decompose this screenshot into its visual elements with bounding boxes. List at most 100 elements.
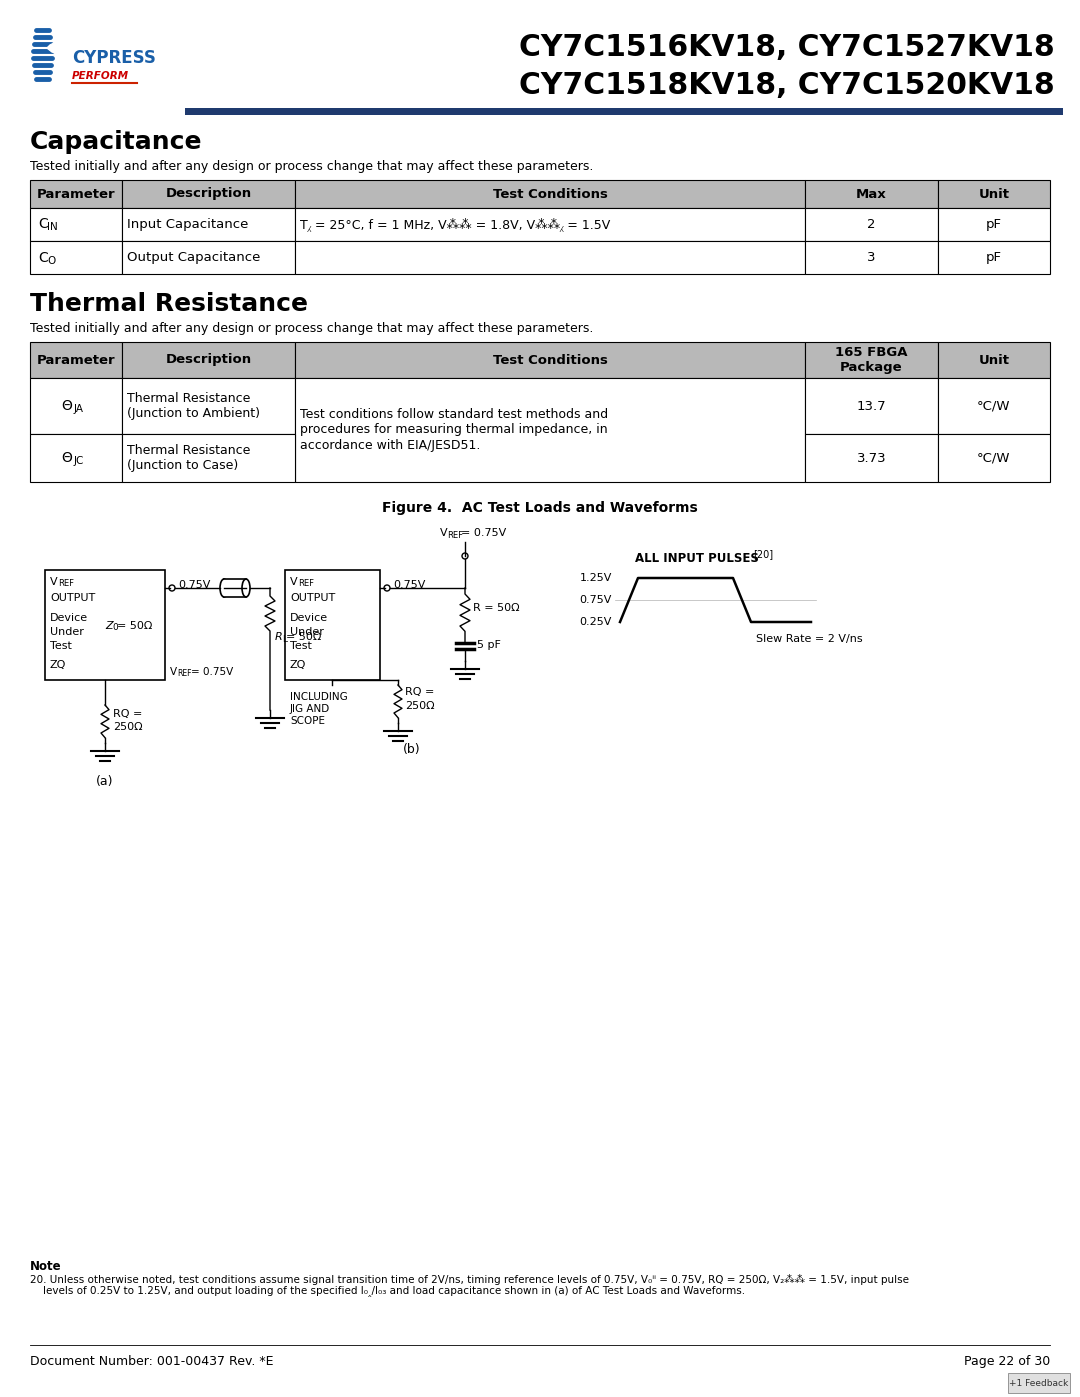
Text: 250Ω: 250Ω	[113, 722, 143, 732]
Bar	[806, 434, 937, 482]
Text: 0.75V: 0.75V	[178, 580, 211, 590]
Text: 0.25V: 0.25V	[580, 617, 612, 627]
Bar	[1008, 1373, 1070, 1393]
Bar	[937, 242, 1050, 274]
Text: R = 50Ω: R = 50Ω	[473, 604, 519, 613]
Text: ALL INPUT PULSES: ALL INPUT PULSES	[635, 552, 759, 564]
Text: Θ: Θ	[62, 451, 72, 465]
Text: ZQ: ZQ	[50, 659, 66, 671]
Text: pF: pF	[986, 218, 1002, 231]
Bar	[122, 342, 295, 379]
Text: Description: Description	[165, 187, 252, 201]
Text: Page 22 of 30: Page 22 of 30	[963, 1355, 1050, 1368]
Bar	[806, 242, 937, 274]
Text: (a): (a)	[96, 775, 113, 788]
Bar	[937, 434, 1050, 482]
Text: Test: Test	[50, 641, 72, 651]
Text: 3.73: 3.73	[856, 451, 887, 464]
Text: C: C	[38, 218, 48, 232]
Text: PERFORM: PERFORM	[72, 71, 130, 81]
Bar	[122, 379, 295, 434]
Text: OUTPUT: OUTPUT	[291, 592, 335, 604]
Text: 2: 2	[867, 218, 876, 231]
Bar	[122, 180, 295, 208]
Text: levels of 0.25V to 1.25V, and output loading of the specified I₀‸/I₀₃ and load c: levels of 0.25V to 1.25V, and output loa…	[30, 1287, 745, 1296]
Text: Θ: Θ	[62, 400, 72, 414]
Text: L: L	[282, 634, 287, 644]
Text: 0.75V: 0.75V	[580, 595, 612, 605]
Text: pF: pF	[986, 251, 1002, 264]
Bar	[937, 342, 1050, 379]
Text: V: V	[291, 577, 298, 587]
Text: Note: Note	[30, 1260, 62, 1273]
Text: V: V	[170, 666, 177, 678]
Text: Unit: Unit	[978, 187, 1010, 201]
Text: Parameter: Parameter	[37, 187, 116, 201]
Bar	[295, 342, 806, 379]
Bar	[122, 434, 295, 482]
Text: Z: Z	[105, 622, 112, 631]
Text: 250Ω: 250Ω	[405, 701, 434, 711]
Text: Description: Description	[165, 353, 252, 366]
Text: Output Capacitance: Output Capacitance	[126, 251, 260, 264]
Bar	[806, 208, 937, 242]
Bar	[295, 242, 806, 274]
Bar	[30, 180, 122, 208]
Text: OUTPUT: OUTPUT	[50, 592, 95, 604]
Text: Test Conditions: Test Conditions	[492, 353, 608, 366]
Text: °C/W: °C/W	[977, 400, 1011, 412]
Text: Figure 4.  AC Test Loads and Waveforms: Figure 4. AC Test Loads and Waveforms	[382, 502, 698, 515]
Text: Under: Under	[50, 627, 84, 637]
Text: V: V	[440, 528, 447, 538]
Text: = 0.75V: = 0.75V	[461, 528, 507, 538]
Text: CY7C1518KV18, CY7C1520KV18: CY7C1518KV18, CY7C1520KV18	[519, 70, 1055, 99]
Text: CYPRESS: CYPRESS	[72, 49, 156, 67]
Text: Under: Under	[291, 627, 324, 637]
Text: Thermal Resistance
(Junction to Case): Thermal Resistance (Junction to Case)	[126, 444, 251, 472]
Bar	[30, 379, 122, 434]
Text: Test: Test	[291, 641, 312, 651]
Text: SCOPE: SCOPE	[291, 717, 325, 726]
Polygon shape	[48, 41, 62, 54]
Text: Input Capacitance: Input Capacitance	[126, 218, 248, 231]
Text: CY7C1516KV18, CY7C1527KV18: CY7C1516KV18, CY7C1527KV18	[519, 34, 1055, 63]
Text: = 50Ω: = 50Ω	[117, 622, 152, 631]
Text: 3: 3	[867, 251, 876, 264]
Text: 1.25V: 1.25V	[580, 573, 612, 583]
Bar	[30, 208, 122, 242]
Text: 20. Unless otherwise noted, test conditions assume signal transition time of 2V/: 20. Unless otherwise noted, test conditi…	[30, 1274, 909, 1285]
Text: Capacitance: Capacitance	[30, 130, 203, 154]
Bar	[937, 379, 1050, 434]
Text: +1 Feedback: +1 Feedback	[1010, 1379, 1068, 1387]
Text: Tested initially and after any design or process change that may affect these pa: Tested initially and after any design or…	[30, 321, 593, 335]
Text: Test conditions follow standard test methods and
procedures for measuring therma: Test conditions follow standard test met…	[300, 408, 608, 451]
Bar	[224, 578, 246, 597]
Text: R: R	[275, 631, 283, 643]
Text: Thermal Resistance
(Junction to Ambient): Thermal Resistance (Junction to Ambient)	[126, 393, 260, 420]
Text: REF: REF	[58, 580, 75, 588]
Text: Test Conditions: Test Conditions	[492, 187, 608, 201]
Bar	[30, 242, 122, 274]
Text: = 0.75V: = 0.75V	[191, 666, 233, 678]
Text: Thermal Resistance: Thermal Resistance	[30, 292, 308, 316]
Bar	[937, 208, 1050, 242]
Text: [20]: [20]	[753, 549, 773, 559]
Bar	[122, 208, 295, 242]
Text: Max: Max	[856, 187, 887, 201]
Text: 5 pF: 5 pF	[477, 640, 501, 651]
Text: REF: REF	[177, 669, 191, 679]
Bar	[185, 108, 1063, 115]
Text: RQ =: RQ =	[113, 710, 143, 719]
Text: = 50Ω: = 50Ω	[286, 631, 322, 643]
Text: JIG AND: JIG AND	[291, 704, 330, 714]
Text: Slew Rate = 2 V/ns: Slew Rate = 2 V/ns	[756, 634, 863, 644]
Text: RQ =: RQ =	[405, 687, 434, 697]
Bar	[806, 180, 937, 208]
Bar	[806, 342, 937, 379]
Text: Parameter: Parameter	[37, 353, 116, 366]
Text: Tested initially and after any design or process change that may affect these pa: Tested initially and after any design or…	[30, 161, 593, 173]
Text: O: O	[48, 256, 55, 265]
Text: REF: REF	[447, 531, 463, 541]
Bar	[30, 434, 122, 482]
Bar	[937, 180, 1050, 208]
